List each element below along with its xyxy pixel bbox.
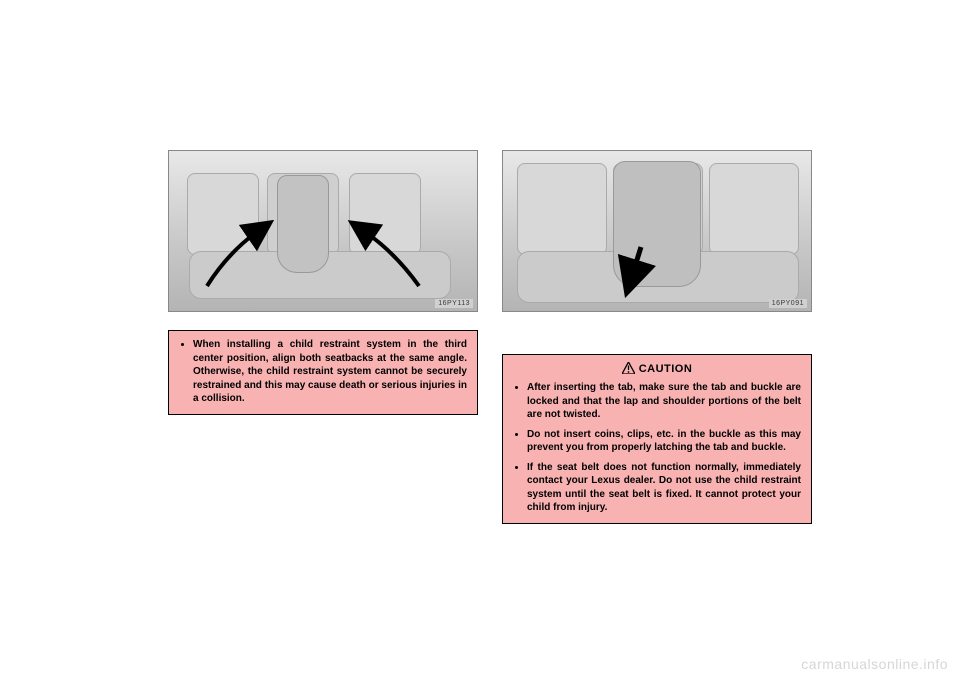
- illustration-seat-align: 16PY113: [168, 150, 478, 312]
- warning-box: When installing a child restraint system…: [168, 330, 478, 415]
- caution-item: If the seat belt does not function norma…: [527, 461, 801, 515]
- right-column: 16PY091 CAUTION After inserting the tab,…: [502, 150, 812, 524]
- caution-box: CAUTION After inserting the tab, make su…: [502, 354, 812, 524]
- left-column: 16PY113 When installing a child restrain…: [168, 150, 478, 415]
- watermark: carmanualsonline.info: [801, 656, 948, 672]
- illustration-buckle: 16PY091: [502, 150, 812, 312]
- image-ref-tag: 16PY091: [769, 299, 807, 308]
- caution-label: CAUTION: [639, 363, 693, 375]
- caution-item: After inserting the tab, make sure the t…: [527, 381, 801, 422]
- image-ref-tag: 16PY113: [435, 299, 473, 308]
- caution-item: Do not insert coins, clips, etc. in the …: [527, 428, 801, 455]
- caution-heading: CAUTION: [513, 362, 801, 375]
- insert-arrow-icon: [503, 151, 811, 311]
- manual-page: 16PY113 When installing a child restrain…: [0, 0, 960, 680]
- warning-item: When installing a child restraint system…: [193, 338, 467, 406]
- caution-triangle-icon: [622, 362, 635, 374]
- align-arrows-icon: [169, 151, 477, 311]
